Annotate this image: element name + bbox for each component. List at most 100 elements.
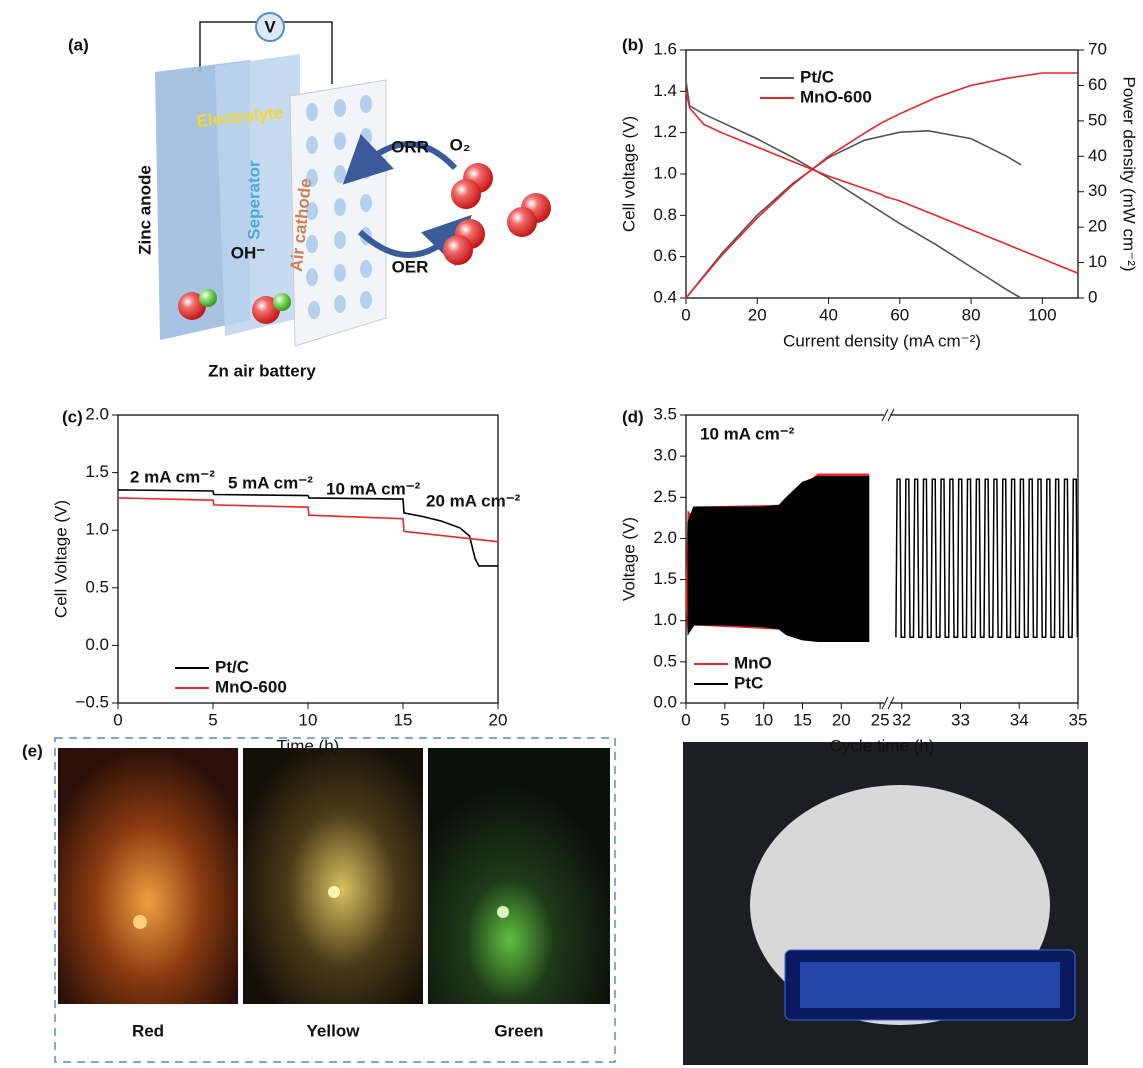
x-tick-label: 20 [489, 710, 508, 729]
o2-label: O₂ [450, 135, 471, 154]
series-line [896, 479, 1078, 637]
orr-label: ORR [391, 137, 429, 156]
x-tick-label: 34 [1010, 710, 1029, 729]
y-tick-label: 0.0 [653, 692, 677, 711]
page: { "panel_a": {"label": "(a)", "voltmeter… [0, 0, 1143, 1068]
oscillation-band [688, 477, 868, 642]
y-axis-label: Cell Voltage (V) [51, 500, 70, 618]
panel-label: (a) [68, 35, 89, 54]
y-tick-label: 3.5 [653, 404, 677, 423]
diagram-caption: Zn air battery [208, 361, 316, 380]
photo-yellow [243, 748, 423, 1004]
y-tick-label: 1.0 [653, 610, 677, 629]
y-tick-label: 30 [1088, 181, 1107, 200]
y-tick-label: 3.0 [653, 446, 677, 465]
anode-label: Zinc anode [135, 165, 154, 255]
y-tick-label: 70 [1088, 39, 1107, 58]
x-tick-label: 10 [754, 710, 773, 729]
plot-frame [686, 50, 1078, 298]
x-tick-label: 60 [890, 305, 909, 324]
series-line [686, 81, 1021, 298]
y-axis-label: Voltage (V) [619, 517, 638, 601]
x-tick-label: 32 [892, 710, 911, 729]
led [497, 906, 509, 918]
y-tick-label: 1.5 [653, 569, 677, 588]
x-tick-label: 33 [951, 710, 970, 729]
y-tick-label: 60 [1088, 75, 1107, 94]
panel-label: (c) [62, 407, 83, 426]
figure: (a) V Zinc anode Electrolyte Seperator A… [0, 0, 1143, 1068]
y-tick-label: 1.0 [653, 163, 677, 182]
y-tick-label: 1.6 [653, 39, 677, 58]
voltmeter-label: V [264, 17, 276, 36]
annotation: 10 mA cm⁻² [700, 424, 795, 443]
legend-label: MnO-600 [215, 677, 287, 696]
battery-diagram: (a) V Zinc anode Electrolyte Seperator A… [68, 13, 551, 380]
x-tick-label: 5 [208, 710, 217, 729]
series-line [686, 73, 1078, 298]
legend-label: MnO [734, 653, 772, 672]
led-glow [800, 962, 1060, 1008]
annotation: 5 mA cm⁻² [228, 473, 313, 492]
led [133, 915, 147, 929]
x-tick-label: 15 [394, 710, 413, 729]
legend-label: Pt/C [800, 67, 834, 86]
y2-axis-label: Power density (mW cm⁻²) [1120, 76, 1139, 271]
annotation: 10 mA cm⁻² [326, 479, 421, 498]
x-tick-label: 80 [962, 305, 981, 324]
photo-caption: Yellow [307, 1021, 361, 1040]
y-tick-label: 0 [1088, 287, 1097, 306]
photo-red [58, 748, 238, 1004]
panel-label: (d) [622, 407, 644, 426]
y-tick-label: 0.5 [85, 577, 109, 596]
panel-label: (b) [622, 35, 644, 54]
oer-label: OER [392, 257, 429, 276]
annotation: 2 mA cm⁻² [130, 467, 215, 486]
y-tick-label: 0.5 [653, 651, 677, 670]
y-axis-label: Cell voltage (V) [619, 116, 638, 232]
y-tick-label: 1.2 [653, 122, 677, 141]
y-tick-label: 0.6 [653, 246, 677, 265]
led [328, 886, 340, 898]
series-line [686, 91, 1078, 273]
ion-label: OH⁻ [231, 243, 266, 262]
y-tick-label: 2.0 [653, 528, 677, 547]
legend-label: PtC [734, 673, 763, 692]
x-tick-label: 40 [819, 305, 838, 324]
x-axis-label: Time (h) [277, 736, 340, 755]
panel-label: (e) [22, 741, 43, 760]
photo-caption: Red [132, 1021, 164, 1040]
y-tick-label: 0.8 [653, 205, 677, 224]
y-tick-label: 2.5 [653, 487, 677, 506]
annotation: 20 mA cm⁻² [426, 491, 521, 510]
x-tick-label: 0 [681, 305, 690, 324]
photo-green [428, 748, 610, 1004]
y-tick-label: 0.0 [85, 635, 109, 654]
photo-caption: Green [494, 1021, 543, 1040]
x-axis-label: Current density (mA cm⁻²) [783, 331, 981, 350]
y-tick-label: 10 [1088, 252, 1107, 271]
y-tick-label: 1.5 [85, 462, 109, 481]
plot-frame [118, 415, 498, 703]
y-tick-label: 1.4 [653, 81, 677, 100]
x-tick-label: 20 [748, 305, 767, 324]
legend-label: Pt/C [215, 657, 249, 676]
y-tick-label: 50 [1088, 110, 1107, 129]
x-tick-label: 100 [1028, 305, 1056, 324]
photo-panel: (e) Red Yellow Green [22, 738, 1088, 1065]
separator-label: Seperator [244, 160, 263, 240]
x-axis-label: Cycle time (h) [830, 736, 935, 755]
x-tick-label: 25 [871, 710, 890, 729]
x-tick-label: 15 [793, 710, 812, 729]
x-tick-label: 20 [832, 710, 851, 729]
series-line [686, 131, 1021, 298]
x-tick-label: 0 [113, 710, 122, 729]
y-tick-label: 0.4 [653, 287, 677, 306]
x-tick-label: 5 [720, 710, 729, 729]
y-tick-label: 40 [1088, 146, 1107, 165]
x-tick-label: 0 [681, 710, 690, 729]
legend-label: MnO-600 [800, 87, 872, 106]
y-tick-label: 1.0 [85, 520, 109, 539]
x-tick-label: 10 [299, 710, 318, 729]
y-tick-label: −0.5 [75, 692, 109, 711]
